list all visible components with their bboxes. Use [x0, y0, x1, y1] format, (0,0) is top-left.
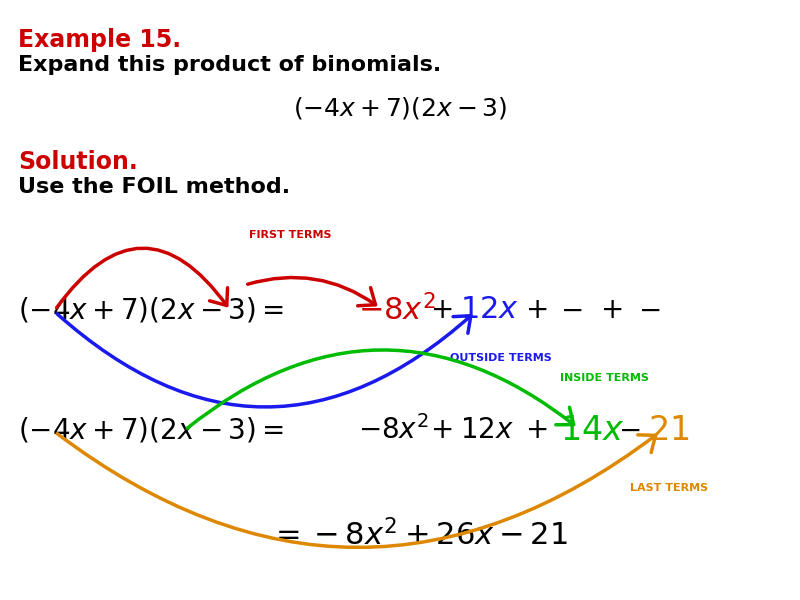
FancyArrowPatch shape [57, 248, 227, 308]
Text: $+$: $+$ [430, 416, 452, 444]
Text: $-8\mathit{x}^2$: $-8\mathit{x}^2$ [358, 294, 436, 326]
Text: FIRST TERMS: FIRST TERMS [249, 230, 331, 240]
Text: Expand this product of binomials.: Expand this product of binomials. [18, 55, 442, 75]
FancyArrowPatch shape [248, 277, 375, 306]
FancyArrowPatch shape [187, 350, 574, 428]
FancyArrowPatch shape [57, 314, 471, 407]
Text: $14\mathit{x}$: $14\mathit{x}$ [560, 413, 625, 446]
Text: Solution.: Solution. [18, 150, 138, 174]
Text: $(-4\mathit{x}+7)(2\mathit{x}-3)=$: $(-4\mathit{x}+7)(2\mathit{x}-3)=$ [18, 415, 284, 445]
Text: Example 15.: Example 15. [18, 28, 181, 52]
Text: $+$: $+$ [525, 416, 547, 444]
Text: $+$: $+$ [430, 296, 452, 324]
Text: $(-4\mathit{x}+7)(2\mathit{x}-3)=$: $(-4\mathit{x}+7)(2\mathit{x}-3)=$ [18, 295, 284, 325]
FancyArrowPatch shape [58, 434, 655, 547]
Text: OUTSIDE TERMS: OUTSIDE TERMS [450, 353, 552, 363]
Text: $-$: $-$ [560, 296, 582, 324]
Text: $12\mathit{x}$: $12\mathit{x}$ [460, 416, 514, 444]
Text: INSIDE TERMS: INSIDE TERMS [560, 373, 649, 383]
Text: $-8\mathit{x}^2$: $-8\mathit{x}^2$ [358, 415, 429, 445]
Text: $-$: $-$ [638, 296, 660, 324]
Text: $+$: $+$ [525, 296, 547, 324]
Text: $(-4x + 7)(2x - 3)$: $(-4x + 7)(2x - 3)$ [293, 95, 507, 121]
Text: $= -8\mathit{x}^2 + 26\mathit{x} - 21$: $= -8\mathit{x}^2 + 26\mathit{x} - 21$ [270, 519, 568, 551]
Text: $21$: $21$ [648, 413, 690, 446]
Text: Use the FOIL method.: Use the FOIL method. [18, 177, 290, 197]
Text: $+$: $+$ [600, 296, 622, 324]
Text: LAST TERMS: LAST TERMS [630, 483, 708, 493]
Text: $12\mathit{x}$: $12\mathit{x}$ [460, 295, 519, 325]
Text: $-$: $-$ [618, 416, 640, 444]
